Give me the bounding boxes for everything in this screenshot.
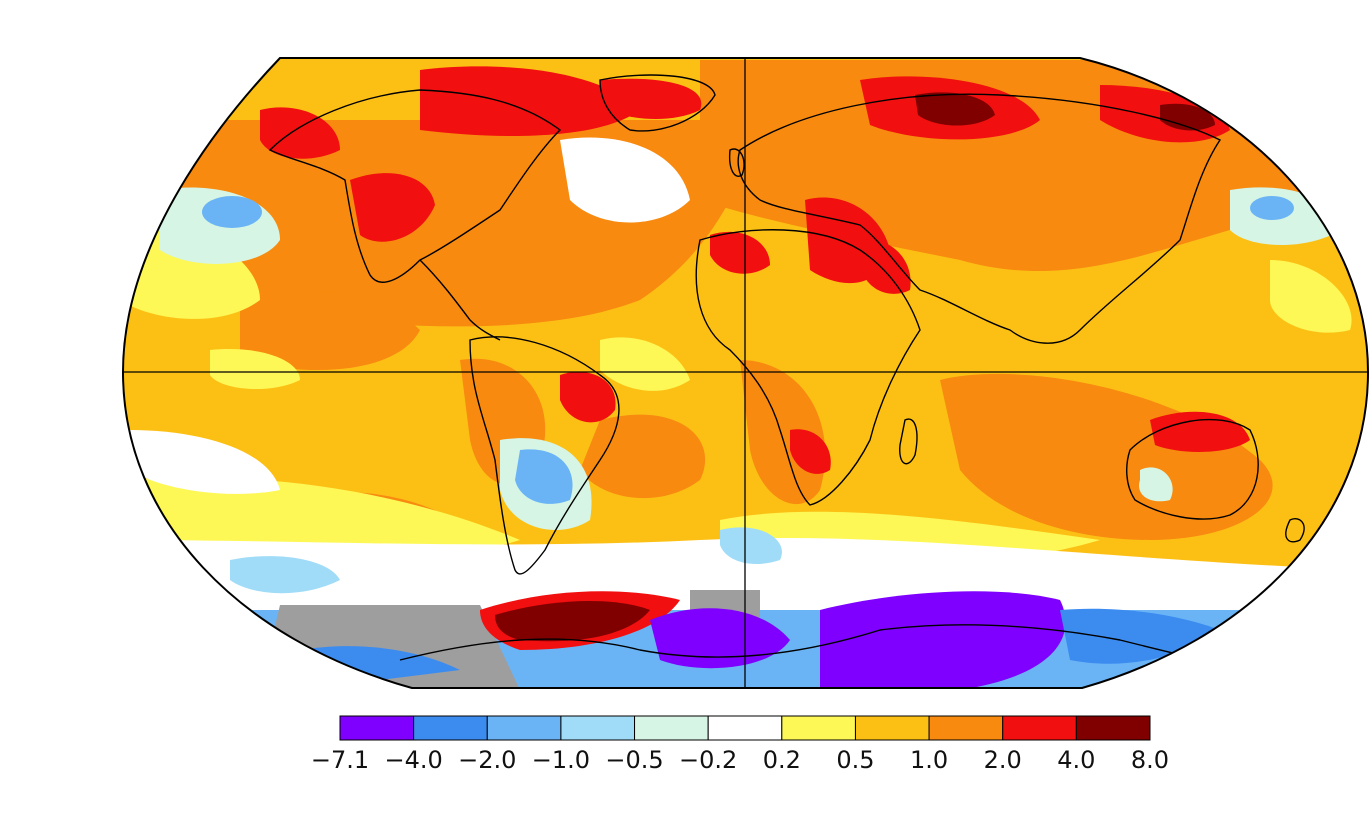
continent-outlines — [268, 74, 1305, 666]
legend-tick-label: 4.0 — [1057, 746, 1095, 774]
legend-tick-label: 0.2 — [763, 746, 801, 774]
legend-swatch — [634, 715, 709, 741]
north-america-outline — [268, 89, 562, 283]
legend-swatch — [1075, 715, 1151, 741]
legend-tick-label: 0.5 — [836, 746, 874, 774]
australia-outline — [1126, 418, 1259, 520]
legend-swatch — [781, 715, 856, 741]
legend-tick-label: −2.0 — [458, 746, 516, 774]
legend-tick-label: −4.0 — [384, 746, 442, 774]
legend-swatch — [707, 715, 783, 741]
antarctica-outline — [399, 624, 1231, 666]
legend-swatch — [339, 715, 415, 741]
uk-outline — [728, 148, 745, 177]
legend-tick-label: −0.2 — [679, 746, 737, 774]
new-zealand-outline — [1285, 518, 1305, 543]
legend-tick-label: 1.0 — [910, 746, 948, 774]
legend-tick-label: −7.1 — [311, 746, 369, 774]
legend-tick-label: −1.0 — [532, 746, 590, 774]
legend-swatch — [854, 715, 930, 741]
legend-swatch — [928, 715, 1004, 741]
legend-tick-label: 2.0 — [984, 746, 1022, 774]
greenland-outline — [599, 74, 716, 132]
legend-swatch — [1002, 715, 1077, 741]
legend-swatch — [486, 715, 562, 741]
color-legend: −7.1 −4.0 −2.0 −1.0 −0.5 −0.2 0.2 0.5 1.0 2.0 4.0 8… — [311, 715, 1169, 774]
south-america-outline — [469, 336, 620, 575]
globe-outline — [121, 57, 1370, 689]
africa-outline — [695, 229, 921, 506]
eurasia-outline — [737, 93, 1222, 344]
legend-tick-label: −0.5 — [605, 746, 663, 774]
legend-swatch — [560, 715, 636, 741]
map-field — [123, 58, 1368, 688]
madagascar-outline — [899, 418, 918, 465]
legend-swatch — [413, 715, 488, 741]
legend-tick-label: 8.0 — [1131, 746, 1169, 774]
central-america-outline — [419, 259, 501, 341]
